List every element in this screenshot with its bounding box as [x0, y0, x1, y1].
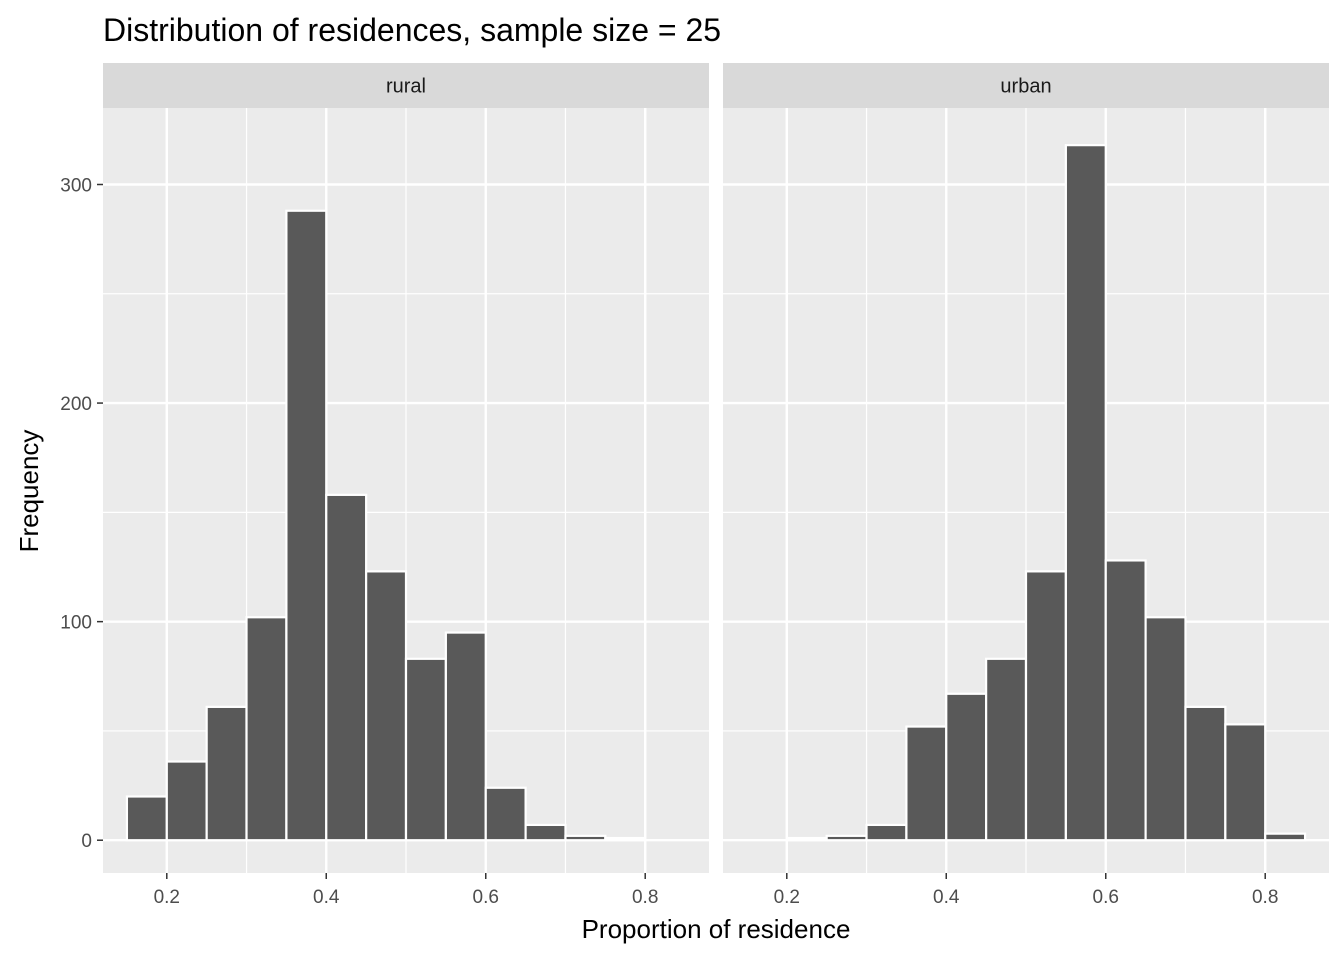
histogram-bar [985, 657, 1028, 842]
y-tick-label: 0 [81, 831, 92, 852]
histogram-bar [365, 570, 408, 842]
histogram-bar [1064, 144, 1107, 842]
strip-urban [723, 63, 1329, 108]
histogram-bar [825, 834, 868, 842]
histogram-bar [1144, 616, 1187, 842]
x-axis-rural: 0.2 0.4 0.6 0.8 [154, 873, 658, 908]
strip-label-urban: urban [1000, 76, 1051, 98]
y-tick-label: 100 [60, 613, 92, 634]
x-tick-label: 0.4 [933, 887, 960, 908]
x-tick-label: 0.2 [774, 887, 800, 908]
histogram-bar [165, 760, 208, 842]
x-tick-label: 0.8 [632, 887, 658, 908]
y-tick-label: 300 [60, 176, 92, 197]
histogram-bar [245, 616, 288, 842]
x-axis-urban: 0.2 0.4 0.6 0.8 [774, 873, 1278, 908]
histogram-bar [484, 786, 527, 842]
strip-rural [103, 63, 709, 108]
y-tick-label: 200 [60, 394, 92, 415]
histogram-bar [1184, 705, 1227, 842]
bars-rural [125, 209, 647, 842]
y-axis: 0 100 200 300 [60, 176, 103, 852]
x-axis-title: Proportion of residence [582, 914, 851, 944]
histogram-bar [325, 493, 368, 842]
histogram-bar [604, 836, 647, 842]
histogram-bar [785, 836, 828, 842]
x-tick-label: 0.6 [1093, 887, 1119, 908]
histogram-bar [1104, 559, 1147, 842]
histogram-bar [945, 692, 988, 842]
x-tick-label: 0.6 [473, 887, 499, 908]
chart-title: Distribution of residences, sample size … [103, 12, 721, 48]
histogram-bar [524, 823, 567, 842]
histogram-bar [905, 725, 948, 842]
bars-urban [785, 144, 1307, 842]
strip-label-rural: rural [386, 76, 426, 98]
facet-panels: rural 0.2 0.4 0.6 0.8 urban 0.2 0.4 0.6 0.8 [103, 63, 1329, 908]
x-tick-label: 0.2 [154, 887, 180, 908]
panel-rural: rural 0.2 0.4 0.6 0.8 [103, 63, 709, 908]
histogram-bar [564, 834, 607, 842]
panel-urban: urban 0.2 0.4 0.6 0.8 [723, 63, 1329, 908]
histogram-bar [865, 823, 908, 842]
histogram-bar [404, 657, 447, 842]
y-axis-title: Frequency [14, 430, 44, 553]
histogram-bar [1224, 723, 1267, 842]
histogram-bar [444, 631, 487, 842]
histogram-bar [1264, 832, 1307, 842]
histogram-bar [285, 209, 328, 842]
histogram-bar [125, 795, 168, 842]
histogram-bar [205, 705, 248, 842]
x-tick-label: 0.4 [313, 887, 340, 908]
x-tick-label: 0.8 [1252, 887, 1278, 908]
histogram-bar [1024, 570, 1067, 842]
